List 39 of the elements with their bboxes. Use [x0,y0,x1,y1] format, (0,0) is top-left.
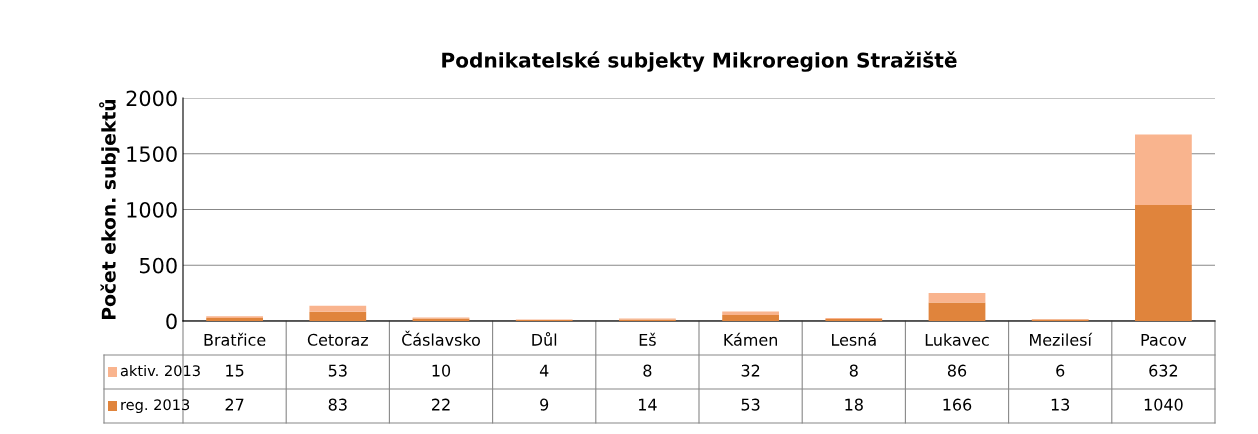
x-tick-label: Cetoraz [307,333,368,346]
data-label: 1040 [1144,398,1183,411]
data-label: 14 [638,398,657,411]
data-label: 632 [1149,364,1178,377]
data-label: 83 [328,398,347,411]
data-label: 8 [643,364,652,377]
legend-label: aktiv. 2013 [120,364,200,377]
data-label: 13 [1051,398,1070,411]
y-tick-label: 1000 [127,201,177,218]
data-label: 53 [328,364,347,377]
data-label: 22 [432,398,450,411]
y-tick-label: 0 [166,313,177,330]
data-label: 18 [845,398,863,411]
x-tick-label: Eš [639,332,656,346]
data-label: 4 [539,364,549,377]
y-tick-label: 2000 [126,90,177,107]
data-label: 9 [540,398,549,411]
x-tick-label: Pacov [1141,333,1187,346]
data-label: 10 [432,364,451,377]
x-tick-label: Lesná [832,332,876,346]
data-label: 27 [225,398,244,411]
chart-title: Podnikatelské subjekty Mikroregion Stražiště [442,51,957,72]
legend-label: reg. 2013 [121,399,190,414]
data-label: 15 [226,364,244,377]
x-tick-label: Bratřice [204,332,266,346]
y-tick-label: 1500 [127,146,177,162]
data-label: 53 [741,398,760,411]
x-tick-label: Kámen [724,332,777,346]
data-label: 86 [947,364,967,377]
x-tick-label: Čáslavsko [402,330,480,346]
x-tick-label: Důl [532,332,557,346]
data-label: 32 [741,364,760,377]
y-axis-title: Počet ekon. subjektů [99,99,120,319]
x-tick-label: Lukavec [925,333,989,346]
y-tick-label: 500 [139,257,177,274]
data-label: 166 [943,398,972,411]
data-label: 8 [849,364,858,377]
x-tick-label: Mezilesí [1030,332,1093,346]
data-label: 6 [1056,364,1065,377]
